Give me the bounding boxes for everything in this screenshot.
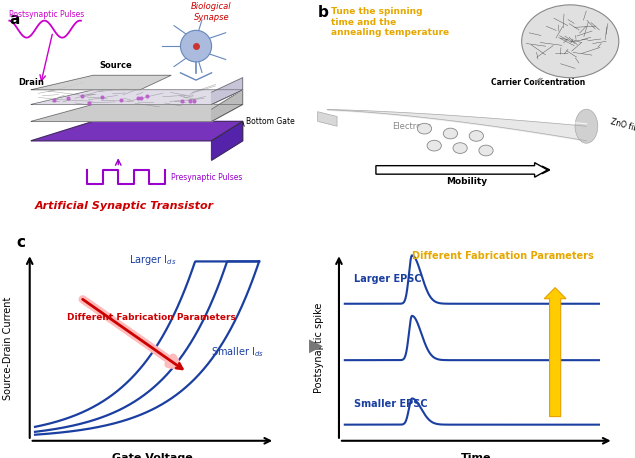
Text: b: b [318,5,328,20]
Text: Postsynaptic spike: Postsynaptic spike [314,303,323,393]
Text: ▶: ▶ [309,337,323,355]
Circle shape [443,128,458,139]
Text: Bottom Gate: Bottom Gate [246,117,295,126]
Polygon shape [31,90,243,104]
Text: Smaller EPSC: Smaller EPSC [354,398,427,409]
Text: Source-Drain Current: Source-Drain Current [3,296,13,400]
Text: Different Fabrication Parameters: Different Fabrication Parameters [412,251,594,262]
Text: Tune the spinning
time and the
annealing temperature: Tune the spinning time and the annealing… [331,7,449,37]
Text: Different Fabrication Parameters: Different Fabrication Parameters [67,313,236,322]
Text: ZnO fiber: ZnO fiber [609,117,635,135]
Ellipse shape [575,109,598,143]
Text: a: a [10,12,20,27]
Text: Gate Voltage: Gate Voltage [112,453,193,458]
Text: Smaller I$_{ds}$: Smaller I$_{ds}$ [211,345,264,359]
Text: Biological
Synapse: Biological Synapse [191,2,232,22]
FancyArrow shape [544,288,566,417]
Text: Electrons: Electrons [392,122,431,131]
Text: Larger EPSC: Larger EPSC [354,273,421,284]
Text: Artificial Synaptic Transistor: Artificial Synaptic Transistor [35,202,214,211]
Text: Presynaptic Pulses: Presynaptic Pulses [171,173,243,182]
Polygon shape [211,121,243,160]
Polygon shape [211,78,243,104]
Polygon shape [211,90,243,121]
Text: Drain: Drain [18,78,44,87]
Text: c: c [17,235,25,250]
Circle shape [469,131,483,141]
Text: Larger I$_{ds}$: Larger I$_{ds}$ [129,253,176,267]
FancyArrow shape [376,163,547,177]
Text: Source: Source [100,61,132,71]
Polygon shape [31,121,243,141]
Ellipse shape [180,30,211,62]
Text: Postsynaptic Pulses: Postsynaptic Pulses [10,10,84,19]
Polygon shape [318,112,337,126]
Circle shape [479,145,493,156]
Text: Carrier Concentration: Carrier Concentration [491,78,585,87]
Circle shape [417,123,432,134]
Circle shape [522,5,618,78]
Text: Mobility: Mobility [446,178,487,186]
Circle shape [453,143,467,153]
Circle shape [427,140,441,151]
Polygon shape [31,104,243,121]
Text: Time: Time [461,453,491,458]
Polygon shape [31,75,171,90]
